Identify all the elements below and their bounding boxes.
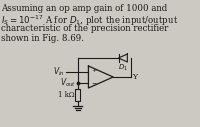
Text: $I_S = 10^{-17}$ A for $D_1$, plot the input/output: $I_S = 10^{-17}$ A for $D_1$, plot the i…	[1, 14, 178, 28]
Text: shown in Fig. 8.69.: shown in Fig. 8.69.	[1, 34, 84, 43]
Text: +: +	[91, 68, 96, 74]
Text: 1 kΩ: 1 kΩ	[58, 91, 74, 99]
Text: $V_{in}$: $V_{in}$	[53, 66, 65, 78]
Text: characteristic of the precision rectifier: characteristic of the precision rectifie…	[1, 24, 168, 33]
Text: $D_1$: $D_1$	[118, 63, 128, 73]
Text: Assuming an op amp gain of 1000 and: Assuming an op amp gain of 1000 and	[1, 4, 167, 13]
Bar	[75, 89, 80, 101]
Text: $V_{out}$: $V_{out}$	[60, 77, 76, 89]
Text: Y: Y	[132, 73, 137, 81]
Text: −: −	[91, 81, 96, 85]
